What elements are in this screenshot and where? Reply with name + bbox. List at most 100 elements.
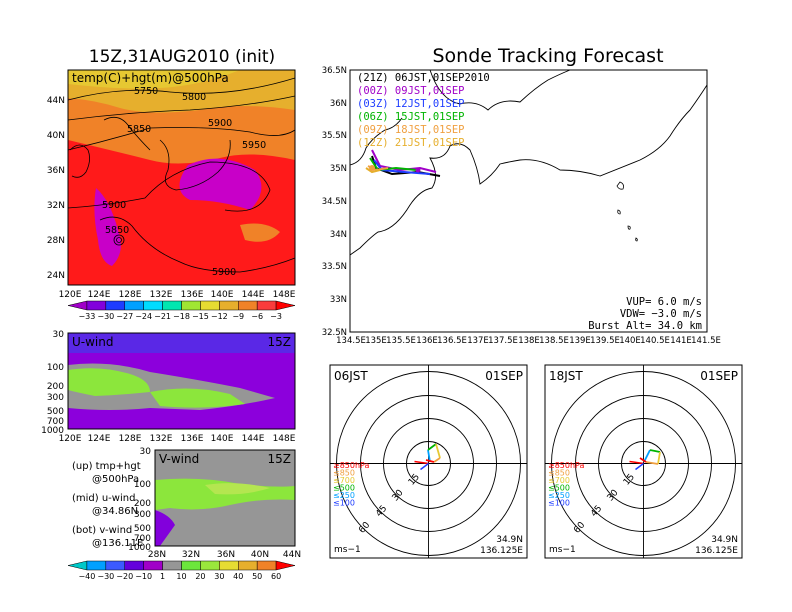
launch-label: (12Z) 21JST,01SEP <box>357 137 464 149</box>
track-coastline-north <box>429 69 571 111</box>
map-label: temp(C)+hgt(m)@500hPa <box>72 71 229 85</box>
colorbar-tick: 1 <box>160 572 165 581</box>
p-tick: 200 <box>47 382 64 392</box>
lat-tick: 35.5N <box>322 131 347 141</box>
p-tick: 700 <box>47 417 64 427</box>
typhoon-center-outer <box>113 234 125 246</box>
sonde-track-line <box>365 167 381 174</box>
hodograph-06jst: 06JST 01SEP≥850hPa≤850≤700≤500≤250≤100153… <box>329 364 528 559</box>
colorbar-tick: −6 <box>251 312 263 321</box>
contour-label: 5850 <box>127 124 151 135</box>
contour-label: 5900 <box>208 118 232 129</box>
track-coastline-west <box>349 117 403 166</box>
colorbar-tick: 50 <box>252 572 262 581</box>
burst-text: Burst Alt= 34.0 km <box>588 320 702 332</box>
lon-tick: 136.5E <box>437 336 467 346</box>
flight-params: VUP= 6.0 m/s VDW= −3.0 m/s Burst Alt= 34… <box>588 296 702 332</box>
hodograph-upper-vector <box>420 462 429 471</box>
colorbar-tick: −30 <box>97 312 114 321</box>
lat-tick: 36N <box>330 99 347 109</box>
colorbar-tick: 10 <box>176 572 186 581</box>
sonde-track-line <box>373 159 431 175</box>
colorbar-swatch <box>200 300 220 311</box>
colorbar-swatch <box>275 560 296 571</box>
lon-tick: 132E <box>150 290 173 300</box>
colorbar-tick: −30 <box>97 572 114 581</box>
note-up-1: (up) tmp+hgt <box>72 461 141 472</box>
hodograph-trace-segment <box>643 449 651 463</box>
hodograph-level-label: ≤100 <box>333 499 355 508</box>
lon-tick: 124E <box>88 290 111 300</box>
colorbar-swatch <box>67 300 88 311</box>
hodograph-trace-segment <box>657 451 661 465</box>
p-tick: 100 <box>47 363 64 373</box>
lon-tick: 148E <box>273 290 296 300</box>
colorbar-tick: −27 <box>116 312 133 321</box>
colorbar-swatch <box>238 560 258 571</box>
contour-5800 <box>67 95 296 121</box>
contour-label: 5750 <box>134 86 158 97</box>
colorbar-swatch <box>143 560 163 571</box>
lon-tick: 140E <box>211 290 234 300</box>
p-tick: 300 <box>134 510 151 520</box>
colorbar-swatch <box>181 560 201 571</box>
launch-label: (09Z) 18JST,01SEP <box>357 124 464 136</box>
launch-legend: (21Z) 06JST,01SEP2010 (00Z) 09JST,01SEP … <box>357 72 490 149</box>
lon-tick: 136E <box>181 434 204 444</box>
panel-notes: (up) tmp+hgt @500hPa (mid) u-wind @34.86… <box>72 461 143 549</box>
vwind-time: 15Z <box>268 452 292 466</box>
colorbar-swatch <box>86 560 107 571</box>
track-point <box>415 167 421 173</box>
colorbar-tick: 60 <box>271 572 281 581</box>
p-tick: 1000 <box>128 543 151 553</box>
vwind-title: V-wind <box>159 452 199 466</box>
lon-tick: 141.5E <box>691 336 721 346</box>
lat-tick: 28N <box>47 236 65 246</box>
colorbar-tick: −12 <box>211 312 228 321</box>
colorbar-swatch <box>86 300 107 311</box>
colorbar-tick: −33 <box>78 312 95 321</box>
lat-tick: 40N <box>47 131 65 141</box>
colorbar-swatch <box>200 560 220 571</box>
lon-tick: 144E <box>242 434 265 444</box>
colorbar-swatch <box>162 300 182 311</box>
temp-map-panel: temp(C)+hgt(m)@500hPa 5750 5800 5850 590… <box>47 69 296 321</box>
hodograph-trace-segment <box>645 461 659 465</box>
lat-tick: 32N <box>182 550 200 560</box>
map-cold-patch-1 <box>94 188 121 266</box>
note-mid-2: @34.86N <box>92 506 138 517</box>
colorbar-swatch <box>256 300 277 311</box>
lat-tick: 33N <box>330 295 347 305</box>
lon-tick: 128E <box>119 434 142 444</box>
hodograph-lat: 34.9N <box>496 535 523 545</box>
lat-tick: 36.5N <box>322 66 347 76</box>
lat-tick: 40N <box>251 550 269 560</box>
lon-tick: 140.5E <box>640 336 670 346</box>
p-tick: 1000 <box>41 426 64 436</box>
left-title: 15Z,31AUG2010 (init) <box>89 47 275 67</box>
lon-tick: 132E <box>150 434 173 444</box>
hodograph-date: 01SEP <box>700 369 738 383</box>
hodograph-trace-segment <box>427 443 437 451</box>
hodograph-upper-vector <box>635 462 644 471</box>
colorbar-swatch <box>275 300 296 311</box>
lon-tick: 136E <box>181 290 204 300</box>
colorbar-swatch <box>143 300 163 311</box>
typhoon-center-inner <box>116 237 122 243</box>
hodograph-level-label: ≤500 <box>548 484 570 493</box>
main-title: Sonde Tracking Forecast <box>432 45 663 67</box>
lon-tick: 140E <box>211 434 234 444</box>
launch-label: (00Z) 09JST,01SEP <box>357 85 464 97</box>
hodograph-lon: 136.125E <box>480 546 523 556</box>
vwind-purple-region <box>155 510 175 546</box>
colorbar-swatch <box>67 560 88 571</box>
lon-tick: 141E <box>670 336 692 346</box>
lat-tick: 32.5N <box>322 328 347 338</box>
lon-tick: 137E <box>467 336 489 346</box>
hodograph-date: 01SEP <box>485 369 523 383</box>
launch-marker <box>369 165 375 171</box>
hodograph-level-label: ≤250 <box>548 491 570 500</box>
colorbar-tick: 20 <box>195 572 205 581</box>
note-mid-1: (mid) u-wind <box>72 493 135 504</box>
lon-tick: 124E <box>88 434 111 444</box>
